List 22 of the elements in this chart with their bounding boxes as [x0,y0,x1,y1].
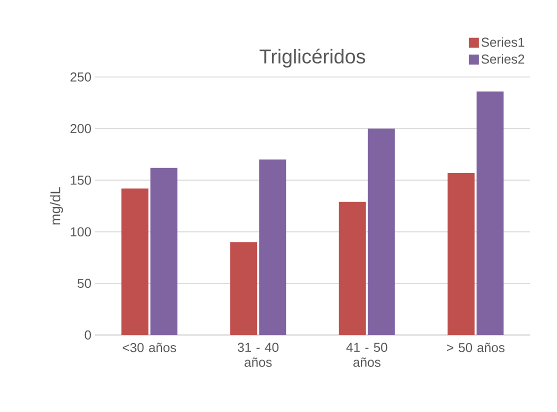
x-tick-label: > 50 años [446,342,504,352]
bar [476,91,504,335]
x-tick-label: 41 - 50 años [346,342,388,367]
chart-title: Triglicéridos [260,48,366,68]
bar [150,168,178,335]
bar [448,172,475,335]
bar [121,188,148,335]
y-axis-title: mg/dL [50,187,64,224]
bar [338,202,366,335]
bar [230,242,258,335]
bar [259,160,286,335]
bar [368,128,395,335]
y-tick-label: 150 [70,176,91,185]
legend-label: Series2 [482,54,524,64]
y-tick-label: 50 [78,278,91,288]
y-tick-label: 100 [70,227,91,236]
x-tick-label: <30 años [122,342,176,352]
x-tick-label: 31 - 40 años [238,342,278,367]
y-tick-label: 0 [84,330,91,340]
y-tick-label: 200 [70,124,91,134]
y-tick-label: 250 [70,72,91,82]
legend-label: Series1 [482,37,524,47]
